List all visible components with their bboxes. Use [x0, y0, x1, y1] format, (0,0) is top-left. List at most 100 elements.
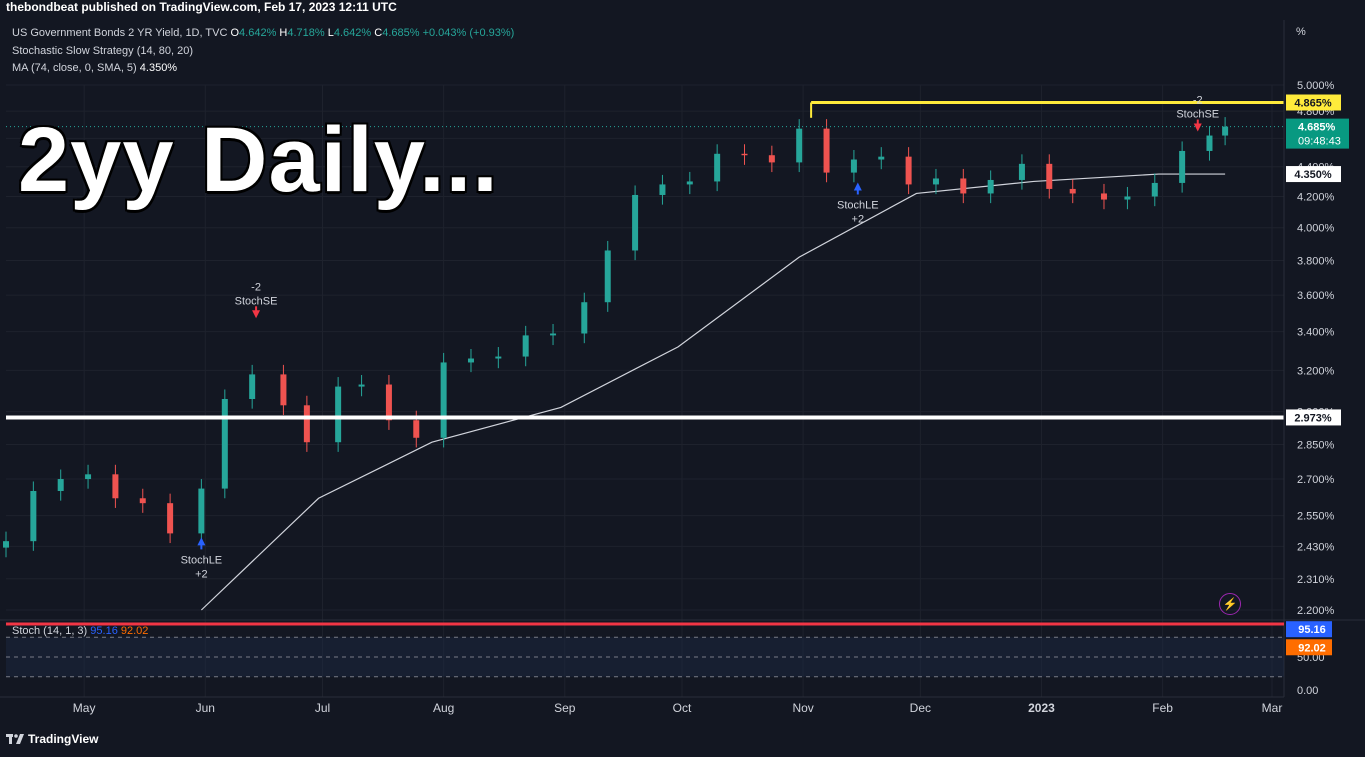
candle-body [198, 488, 205, 534]
publish-line: thebondbeat published on TradingView.com… [6, 0, 397, 14]
y-tick-label: 4.000% [1297, 223, 1335, 235]
stoch-k-badge: 95.16 [1298, 624, 1326, 636]
signal-label: -2 [1193, 95, 1203, 107]
y-tick-label: 2.850% [1297, 439, 1335, 451]
ma-polyline [200, 173, 1226, 611]
tradingview-logo-icon [6, 734, 24, 744]
candle-body [413, 420, 420, 438]
x-tick-label: Sep [554, 701, 576, 715]
candle-body [659, 184, 666, 195]
last-price-badge-bg [1286, 118, 1349, 149]
ohlc-open: 4.642% [239, 27, 277, 39]
candle-body [714, 153, 721, 182]
candle-body [167, 503, 174, 534]
candle-body [960, 178, 967, 194]
candle-body [30, 490, 37, 542]
last-price-badge: 4.685% [1298, 122, 1336, 134]
horizontal-levels [6, 101, 1284, 420]
symbol-legend[interactable]: US Government Bonds 2 YR Yield, 1D, TVC … [12, 27, 514, 39]
footer-brand: TradingView [28, 732, 99, 746]
candle-body [581, 302, 588, 334]
strategy-legend[interactable]: Stochastic Slow Strategy (14, 80, 20) [12, 45, 193, 57]
signal-label: +2 [195, 568, 208, 580]
candle-body [522, 335, 529, 357]
candle-body [3, 541, 9, 548]
ma-label: MA (74, close, 0, SMA, 5) [12, 62, 137, 74]
signal-label: -2 [251, 281, 261, 293]
candle-body [1069, 188, 1076, 194]
ohlc-high-label: H [279, 27, 288, 39]
buy-arrow-icon [853, 182, 862, 191]
white-level-badge-bg [1286, 409, 1341, 426]
y-tick-label: 2.200% [1297, 605, 1335, 617]
yellow-level-badge: 4.865% [1294, 98, 1332, 110]
x-tick-label: Aug [433, 701, 454, 715]
x-tick-label: Jul [315, 701, 330, 715]
x-tick-label: Oct [673, 701, 692, 715]
ma-value: 4.350% [139, 62, 178, 74]
stoch-legend[interactable]: Stoch (14, 1, 3) 95.16 92.02 [12, 625, 148, 637]
candle-body [385, 384, 392, 421]
signal-markers: -2 StochSE StochLE +2 StochLE +2 -2 StochSE [181, 95, 1220, 581]
y-tick-label: 2.700% [1297, 474, 1335, 486]
ohlc-close-label: C [374, 27, 383, 39]
x-tick-label: Dec [910, 701, 931, 715]
candle-body [850, 159, 857, 173]
stoch-band [6, 637, 1284, 677]
footer[interactable]: TradingView [6, 732, 98, 746]
buy-arrow-stem [200, 543, 203, 550]
stoch-d-value: 92.02 [120, 625, 149, 637]
signal-label: StochLE [837, 199, 879, 211]
stoch-name: Stoch (14, 1, 3) [12, 625, 88, 637]
candle-body [823, 128, 830, 173]
x-tick-label: Nov [792, 701, 813, 715]
buy-arrow-icon [197, 537, 206, 546]
stoch-d-badge: 92.02 [1298, 642, 1326, 654]
lightning-icon[interactable]: ⚡ [1219, 593, 1241, 615]
y-tick-label: 2.310% [1297, 574, 1335, 586]
candle-body [112, 474, 119, 499]
candle-body [1018, 163, 1025, 180]
unit-symbol: % [1296, 26, 1306, 38]
overlay-title: 2yy Daily... [18, 109, 499, 211]
candle-body [139, 498, 146, 504]
ma-legend[interactable]: MA (74, close, 0, SMA, 5) 4.350% [12, 62, 177, 74]
ohlc-close: 4.685% [382, 27, 420, 39]
stoch-k-badge-bg [1286, 621, 1332, 638]
signal-label: StochLE [181, 554, 223, 566]
candle-body [878, 156, 885, 160]
x-tick-label: Feb [1152, 701, 1173, 715]
y-tick-label: 2.550% [1297, 511, 1335, 523]
x-tick-label: 2023 [1028, 701, 1055, 715]
candle-body [1046, 163, 1053, 189]
signal-label: +2 [852, 213, 865, 225]
signal-label: StochSE [235, 295, 278, 307]
candle-body [1151, 182, 1158, 197]
candle-body [85, 474, 92, 480]
symbol-name: US Government Bonds 2 YR Yield, 1D, TVC [12, 27, 228, 39]
white-level-badge: 2.973% [1294, 412, 1332, 424]
y-tick-label: 3.600% [1297, 290, 1335, 302]
candle-body [335, 386, 342, 443]
ohlc-low: 4.642% [333, 27, 372, 39]
candle-body [303, 405, 310, 443]
y-tick-label: 3.200% [1297, 365, 1335, 377]
candle-body [905, 156, 912, 185]
candle-body [467, 358, 474, 363]
candle-body [249, 374, 256, 399]
y-tick-label: 2.430% [1297, 541, 1335, 553]
sell-arrow-stem [1196, 119, 1199, 126]
ohlc-low-label: L [327, 27, 334, 39]
y-tick-label: 5.000% [1297, 80, 1335, 92]
candle-body [57, 479, 64, 491]
sell-arrow-icon [1193, 123, 1202, 132]
candle-body [1206, 135, 1213, 151]
candle-body [1100, 193, 1107, 200]
ma-line [200, 173, 1226, 611]
candle-body [440, 362, 447, 438]
stoch-d-badge-bg [1286, 639, 1332, 656]
y-tick-label: 3.400% [1297, 327, 1335, 339]
candle-body [932, 178, 939, 185]
